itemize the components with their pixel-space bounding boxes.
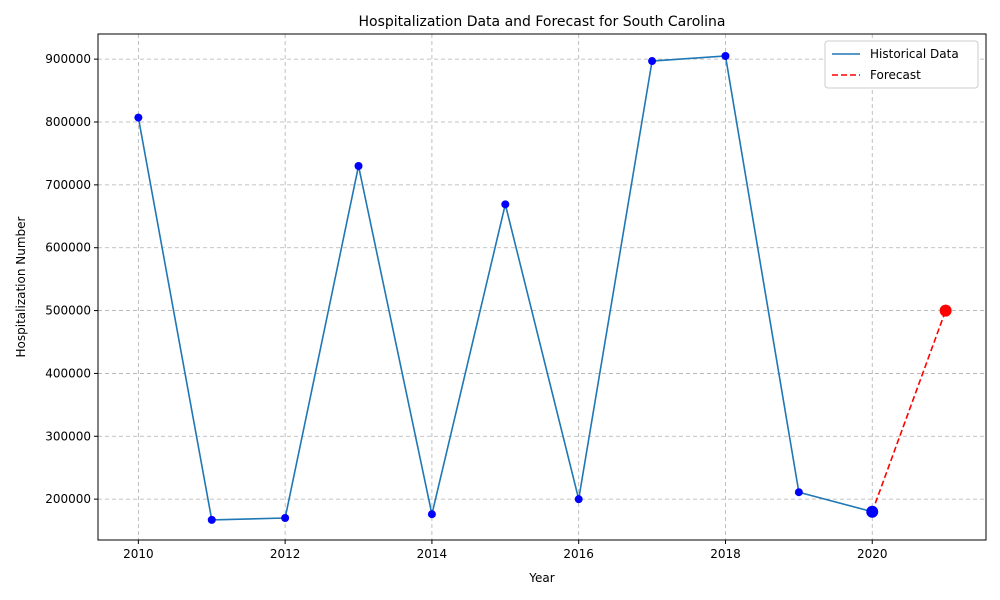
legend-box [824, 40, 979, 89]
y-tick-label: 900000 [45, 52, 91, 66]
legend: Historical Data Forecast [824, 40, 979, 89]
x-tick-label: 2020 [857, 547, 888, 561]
plot-frame [97, 33, 987, 541]
y-axis-label: Hospitalization Number [14, 216, 28, 357]
data-point [794, 488, 803, 497]
y-tick-label: 600000 [45, 241, 91, 255]
data-point [721, 52, 730, 60]
marker-layer [134, 52, 952, 524]
x-axis-label: Year [528, 571, 554, 585]
chart-title: Hospitalization Data and Forecast for So… [358, 14, 725, 30]
data-point [207, 515, 216, 524]
data-point [134, 113, 143, 122]
y-tick-label: 200000 [45, 492, 91, 506]
x-tick-label: 2014 [417, 547, 448, 561]
y-tick-label: 500000 [45, 304, 91, 318]
y-tick-label: 800000 [45, 115, 91, 129]
data-point-latest [866, 505, 879, 518]
legend-historical-label: Historical Data [870, 47, 959, 61]
data-point [648, 57, 657, 66]
y-tick-label: 400000 [45, 366, 91, 380]
x-tick-label: 2016 [563, 547, 594, 561]
legend-forecast-label: Forecast [870, 68, 921, 82]
x-tick-label: 2012 [270, 547, 301, 561]
x-tick-label: 2018 [710, 547, 741, 561]
data-point [574, 495, 583, 504]
forecast-point [939, 304, 952, 317]
y-tick-label: 700000 [45, 178, 91, 192]
data-point [281, 514, 290, 522]
data-point [501, 200, 510, 209]
grid [98, 34, 986, 540]
y-axis: 200000 300000 400000 500000 600000 700000 8000… [45, 52, 98, 506]
x-axis: 2010 2012 2014 2016 2018 2020 [123, 540, 888, 561]
x-tick-label: 2010 [123, 547, 154, 561]
y-tick-label: 300000 [45, 429, 91, 443]
data-point [427, 510, 436, 519]
data-point [354, 162, 363, 170]
